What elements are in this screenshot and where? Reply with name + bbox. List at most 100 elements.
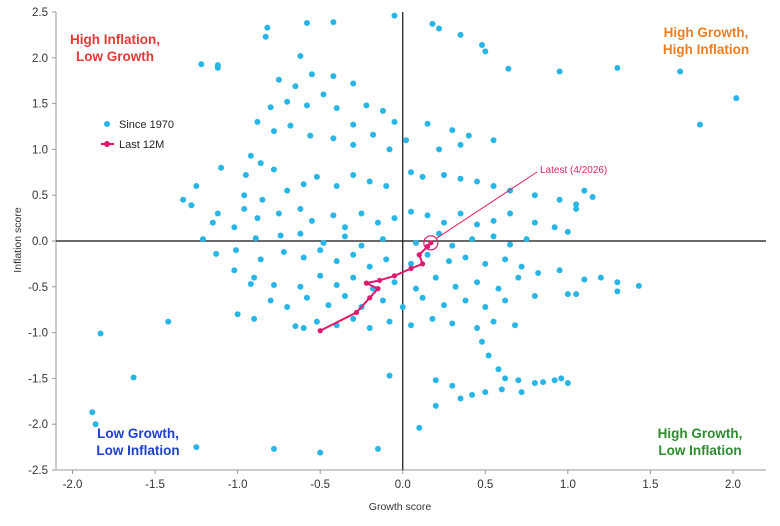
latest-marker-ring bbox=[423, 235, 439, 251]
data-point-since-1970 bbox=[391, 279, 398, 286]
data-point-since-1970 bbox=[209, 219, 216, 226]
data-point-since-1970 bbox=[275, 76, 282, 83]
data-point-since-1970 bbox=[262, 33, 269, 40]
y-tick-label: -1.5 bbox=[28, 373, 48, 385]
data-point-since-1970 bbox=[495, 366, 502, 373]
data-point-since-1970 bbox=[300, 325, 307, 332]
data-point-since-1970 bbox=[449, 382, 456, 389]
data-point-since-1970 bbox=[333, 183, 340, 190]
data-point-since-1970 bbox=[564, 379, 571, 386]
data-point-since-1970 bbox=[614, 279, 621, 286]
data-point-since-1970 bbox=[251, 315, 258, 322]
data-point-since-1970 bbox=[199, 236, 206, 243]
data-point-since-1970 bbox=[452, 283, 459, 290]
data-point-since-1970 bbox=[231, 267, 238, 274]
data-point-since-1970 bbox=[531, 379, 538, 386]
data-point-last-12m bbox=[428, 240, 434, 246]
data-point-since-1970 bbox=[234, 311, 241, 318]
data-point-since-1970 bbox=[441, 219, 448, 226]
data-point-since-1970 bbox=[241, 205, 248, 212]
data-point-since-1970 bbox=[531, 219, 538, 226]
data-point-since-1970 bbox=[412, 285, 419, 292]
x-tick-label: 2.0 bbox=[725, 479, 741, 491]
quadrant-label-bottom-left-line2: Low Inflation bbox=[96, 443, 179, 458]
data-point-since-1970 bbox=[391, 12, 398, 19]
data-point-since-1970 bbox=[252, 235, 259, 242]
data-point-since-1970 bbox=[308, 71, 315, 78]
quadrant-label-boxes bbox=[63, 17, 764, 466]
last-12m-segment bbox=[319, 311, 357, 332]
y-tick-label: 2.0 bbox=[32, 53, 48, 65]
data-point-since-1970 bbox=[275, 210, 282, 217]
data-point-last-12m bbox=[419, 261, 426, 267]
data-point-since-1970 bbox=[297, 52, 304, 59]
data-point-since-1970 bbox=[502, 256, 509, 263]
data-point-since-1970 bbox=[474, 279, 481, 286]
data-point-since-1970 bbox=[292, 83, 299, 90]
quadrant-label-box bbox=[63, 22, 167, 68]
data-point-since-1970 bbox=[277, 232, 284, 239]
data-point-since-1970 bbox=[307, 132, 314, 139]
data-point-since-1970 bbox=[479, 338, 485, 345]
data-point-since-1970 bbox=[193, 444, 200, 451]
data-point-since-1970 bbox=[330, 135, 337, 142]
quadrant-label-box bbox=[648, 17, 764, 67]
data-point-since-1970 bbox=[449, 242, 456, 249]
y-axis-title: Inflation score bbox=[12, 207, 24, 273]
quadrant-label-top-left-line1: High Inflation, bbox=[70, 32, 160, 47]
data-point-since-1970 bbox=[445, 258, 452, 265]
latest-annotation-label: Latest (4/2026) bbox=[540, 165, 607, 176]
data-point-since-1970 bbox=[551, 224, 558, 231]
data-point-since-1970 bbox=[317, 272, 324, 279]
data-point-since-1970 bbox=[429, 315, 436, 322]
data-point-since-1970 bbox=[515, 377, 522, 384]
data-point-since-1970 bbox=[482, 303, 489, 310]
data-point-since-1970 bbox=[419, 294, 426, 301]
y-tick-label: 0.0 bbox=[32, 236, 48, 248]
data-point-since-1970 bbox=[490, 318, 497, 325]
data-point-since-1970 bbox=[733, 95, 740, 102]
data-point-since-1970 bbox=[436, 25, 443, 32]
data-point-since-1970 bbox=[231, 224, 238, 231]
data-point-since-1970 bbox=[399, 303, 406, 310]
data-point-since-1970 bbox=[424, 212, 431, 219]
latest-annotation: Latest (4/2026) bbox=[435, 165, 607, 240]
data-point-since-1970 bbox=[597, 274, 604, 281]
x-tick-label: -1.0 bbox=[228, 479, 248, 491]
data-point-since-1970 bbox=[214, 64, 221, 71]
data-point-since-1970 bbox=[386, 372, 393, 379]
data-point-last-12m bbox=[408, 265, 414, 272]
data-point-since-1970 bbox=[366, 325, 373, 332]
data-point-since-1970 bbox=[696, 121, 703, 128]
data-point-since-1970 bbox=[573, 201, 580, 208]
data-point-last-12m bbox=[416, 252, 422, 258]
data-point-since-1970 bbox=[457, 395, 464, 402]
data-point-since-1970 bbox=[383, 256, 390, 263]
data-point-since-1970 bbox=[333, 281, 340, 288]
data-point-since-1970 bbox=[386, 318, 393, 325]
data-point-since-1970 bbox=[518, 263, 525, 270]
data-point-since-1970 bbox=[408, 169, 414, 176]
data-point-since-1970 bbox=[507, 241, 514, 248]
y-tick-label: -2.5 bbox=[28, 465, 48, 477]
x-tick-label: 0.5 bbox=[477, 479, 493, 491]
data-point-since-1970 bbox=[408, 322, 414, 329]
data-point-since-1970 bbox=[242, 172, 249, 179]
scatter-points bbox=[89, 12, 740, 456]
data-point-since-1970 bbox=[556, 267, 563, 274]
data-point-since-1970 bbox=[449, 127, 456, 134]
axes bbox=[52, 11, 766, 474]
data-point-since-1970 bbox=[313, 173, 320, 180]
legend-label-last-12m: Last 12M bbox=[119, 139, 164, 151]
data-point-since-1970 bbox=[482, 389, 489, 396]
quadrant-label-top-right-line1: High Growth, bbox=[664, 25, 749, 40]
data-point-since-1970 bbox=[254, 118, 261, 125]
data-point-since-1970 bbox=[320, 91, 327, 98]
data-point-since-1970 bbox=[366, 263, 373, 270]
data-point-since-1970 bbox=[193, 183, 200, 190]
data-point-since-1970 bbox=[379, 297, 386, 304]
data-point-since-1970 bbox=[270, 281, 277, 288]
data-point-since-1970 bbox=[303, 19, 310, 26]
y-tick-label: -0.5 bbox=[28, 282, 48, 294]
data-point-since-1970 bbox=[556, 68, 563, 75]
